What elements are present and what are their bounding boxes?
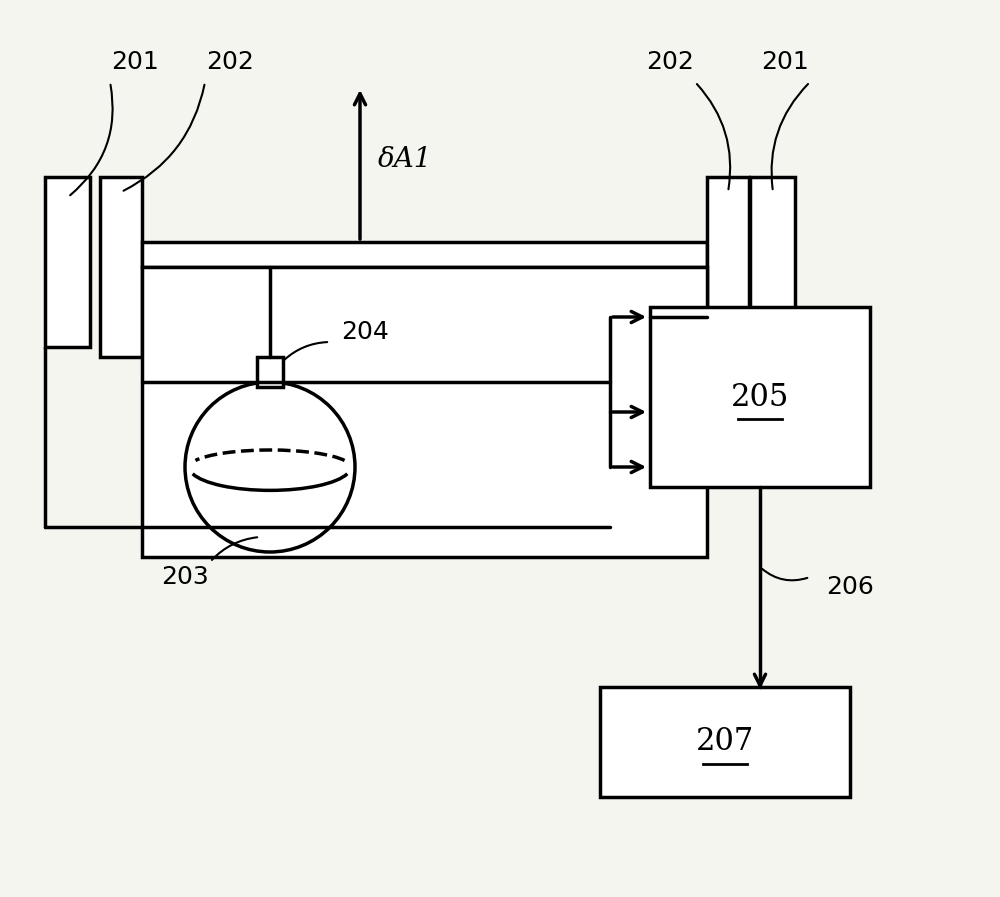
Bar bbox=[257, 357, 283, 387]
Text: 203: 203 bbox=[161, 565, 209, 589]
FancyArrowPatch shape bbox=[212, 537, 257, 560]
Text: 201: 201 bbox=[761, 50, 809, 74]
FancyArrowPatch shape bbox=[284, 342, 327, 360]
Text: 207: 207 bbox=[696, 727, 754, 757]
Text: δA1: δA1 bbox=[378, 146, 432, 173]
FancyArrowPatch shape bbox=[772, 84, 808, 189]
FancyArrowPatch shape bbox=[123, 84, 204, 191]
Circle shape bbox=[185, 382, 355, 552]
Bar bbox=[100, 177, 142, 357]
Text: 202: 202 bbox=[646, 50, 694, 74]
Text: 206: 206 bbox=[826, 575, 874, 599]
Text: 205: 205 bbox=[731, 381, 789, 413]
Bar bbox=[142, 242, 707, 267]
Bar bbox=[650, 307, 870, 487]
Bar bbox=[600, 687, 850, 797]
Bar bbox=[45, 177, 90, 347]
Text: 202: 202 bbox=[206, 50, 254, 74]
FancyArrowPatch shape bbox=[762, 569, 807, 580]
FancyArrowPatch shape bbox=[70, 84, 113, 196]
Bar bbox=[707, 177, 749, 357]
Bar bbox=[142, 267, 707, 557]
Bar bbox=[750, 177, 795, 347]
FancyArrowPatch shape bbox=[697, 84, 730, 189]
Text: 204: 204 bbox=[341, 320, 389, 344]
Text: 201: 201 bbox=[111, 50, 159, 74]
